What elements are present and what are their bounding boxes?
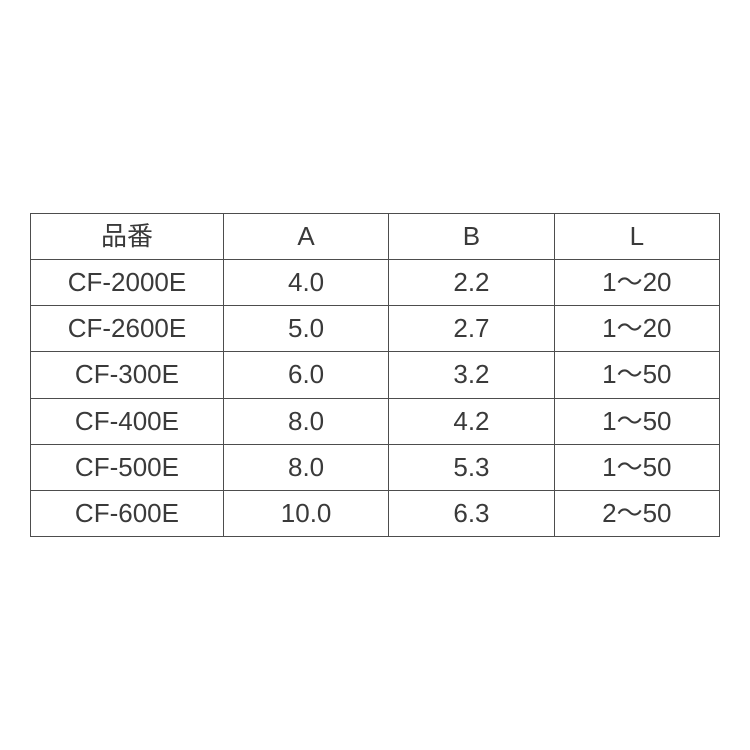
cell-a: 8.0 (223, 398, 388, 444)
cell-a: 4.0 (223, 260, 388, 306)
cell-l: 1～20 (554, 260, 719, 306)
cell-a: 6.0 (223, 352, 388, 398)
cell-l: 1～50 (554, 352, 719, 398)
table-row: CF-500E 8.0 5.3 1～50 (31, 444, 720, 490)
cell-l: 1～50 (554, 444, 719, 490)
cell-l: 1～20 (554, 306, 719, 352)
cell-a: 5.0 (223, 306, 388, 352)
cell-b: 6.3 (389, 490, 554, 536)
cell-b: 3.2 (389, 352, 554, 398)
spec-table-container: 品番 A B L CF-2000E 4.0 2.2 1～20 CF-2600E … (30, 213, 720, 537)
cell-l: 1～50 (554, 398, 719, 444)
cell-name: CF-2600E (31, 306, 224, 352)
table-row: CF-300E 6.0 3.2 1～50 (31, 352, 720, 398)
cell-name: CF-2000E (31, 260, 224, 306)
cell-b: 2.7 (389, 306, 554, 352)
cell-b: 2.2 (389, 260, 554, 306)
cell-l: 2～50 (554, 490, 719, 536)
table-row: CF-2600E 5.0 2.7 1～20 (31, 306, 720, 352)
cell-a: 10.0 (223, 490, 388, 536)
table-row: CF-400E 8.0 4.2 1～50 (31, 398, 720, 444)
table-row: CF-600E 10.0 6.3 2～50 (31, 490, 720, 536)
column-header-b: B (389, 214, 554, 260)
cell-a: 8.0 (223, 444, 388, 490)
cell-name: CF-600E (31, 490, 224, 536)
cell-b: 5.3 (389, 444, 554, 490)
cell-name: CF-400E (31, 398, 224, 444)
table-row: CF-2000E 4.0 2.2 1～20 (31, 260, 720, 306)
cell-b: 4.2 (389, 398, 554, 444)
column-header-name: 品番 (31, 214, 224, 260)
column-header-a: A (223, 214, 388, 260)
spec-table: 品番 A B L CF-2000E 4.0 2.2 1～20 CF-2600E … (30, 213, 720, 537)
column-header-l: L (554, 214, 719, 260)
cell-name: CF-300E (31, 352, 224, 398)
table-header-row: 品番 A B L (31, 214, 720, 260)
cell-name: CF-500E (31, 444, 224, 490)
